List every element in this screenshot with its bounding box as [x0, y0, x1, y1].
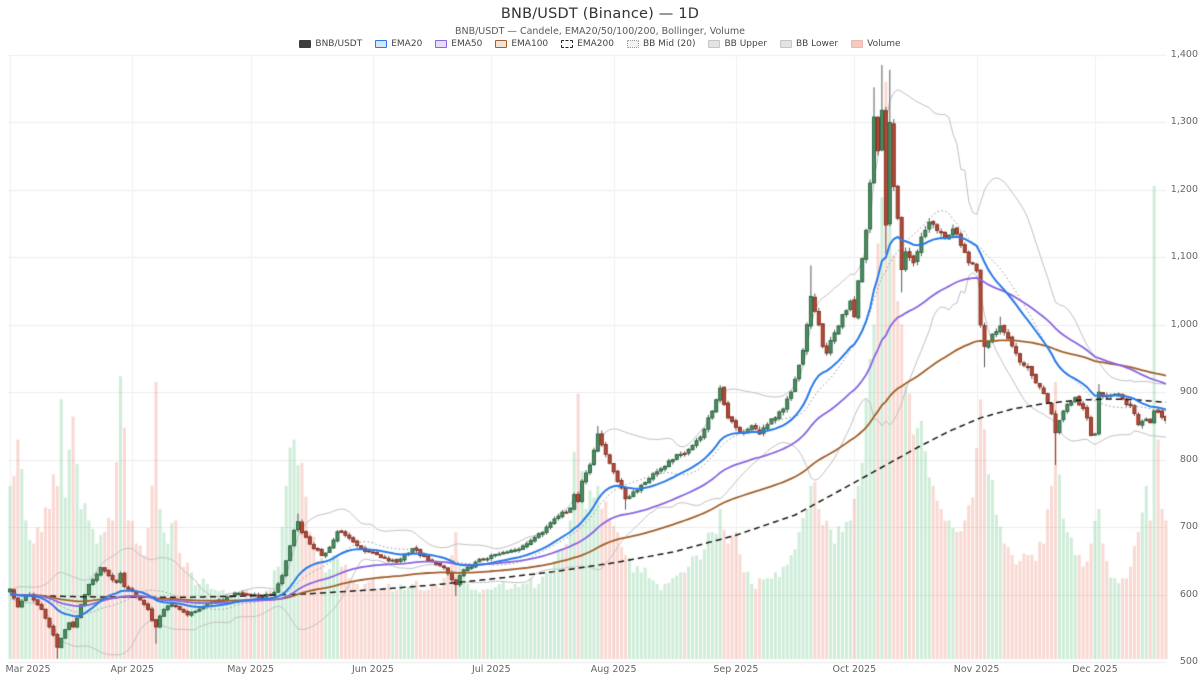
legend-item-bb-mid-20-: BB Mid (20): [626, 39, 696, 49]
legend-item-bb-lower: BB Lower: [779, 39, 839, 49]
legend-item-bb-upper: BB Upper: [708, 39, 767, 49]
x-axis-tick-label: Apr 2025: [110, 664, 155, 675]
y-axis-tick-label: 1,200: [1170, 183, 1198, 195]
legend-label: EMA20: [391, 39, 423, 49]
x-axis-tick-label: Jun 2025: [351, 664, 394, 675]
legend-label: BB Mid (20): [642, 39, 696, 49]
x-axis-tick-label: Dec 2025: [1072, 664, 1118, 675]
y-axis-tick-label: 1,400: [1170, 49, 1198, 60]
legend-chip: [708, 40, 721, 48]
legend-label: BB Upper: [724, 39, 767, 49]
legend-label: BNB/USDT: [315, 39, 363, 49]
x-axis-tick-label: May 2025: [227, 664, 275, 675]
legend-label: EMA200: [577, 39, 614, 49]
y-axis-tick-label: 500: [1179, 656, 1198, 667]
legend-chip: [626, 40, 639, 48]
y-axis-tick-label: 1,100: [1170, 251, 1198, 263]
legend-chip: [299, 40, 312, 48]
legend-item-ema50: EMA50: [435, 39, 482, 49]
legend-label: Volume: [867, 39, 901, 49]
legend-chip: [779, 40, 792, 48]
chart-subtitle: BNB/USDT — Candele, EMA20/50/100/200, Bo…: [454, 26, 746, 37]
legend-label: EMA100: [511, 39, 549, 49]
legend: BNB/USDT EMA20 EMA50 EMA100 EMA200 BB Mid (20…: [0, 39, 1200, 49]
x-axis-tick-label: Mar 2025: [5, 664, 51, 675]
legend-chip: [375, 40, 388, 48]
legend-chip: [561, 40, 574, 48]
y-axis-tick-label: 900: [1179, 386, 1198, 398]
x-axis-tick-label: Nov 2025: [953, 664, 1000, 675]
chart-title: BNB/USDT (Binance) — 1D: [500, 6, 700, 22]
legend-label: BB Lower: [795, 39, 839, 49]
x-axis-tick-label: Sep 2025: [713, 664, 759, 675]
legend-item-ema100: EMA100: [495, 39, 548, 49]
x-axis-tick-label: Jul 2025: [471, 664, 511, 675]
legend-chip: [851, 40, 864, 48]
legend-label: EMA50: [451, 39, 483, 49]
legend-item-ema200: EMA200: [561, 39, 614, 49]
y-axis-tick-label: 800: [1179, 453, 1198, 465]
legend-item-bnb-usdt: BNB/USDT: [299, 39, 362, 49]
y-axis-tick-label: 700: [1179, 521, 1198, 533]
legend-item-volume: Volume: [851, 39, 901, 49]
legend-chip: [495, 40, 508, 48]
y-axis-tick-label: 1,000: [1170, 318, 1198, 330]
y-axis-tick-label: 600: [1179, 588, 1198, 600]
x-axis-tick-label: Aug 2025: [590, 664, 637, 675]
legend-chip: [435, 40, 448, 48]
legend-item-ema20: EMA20: [375, 39, 422, 49]
y-axis-tick-label: 1,300: [1170, 116, 1198, 128]
x-axis-tick-label: Oct 2025: [832, 664, 877, 675]
